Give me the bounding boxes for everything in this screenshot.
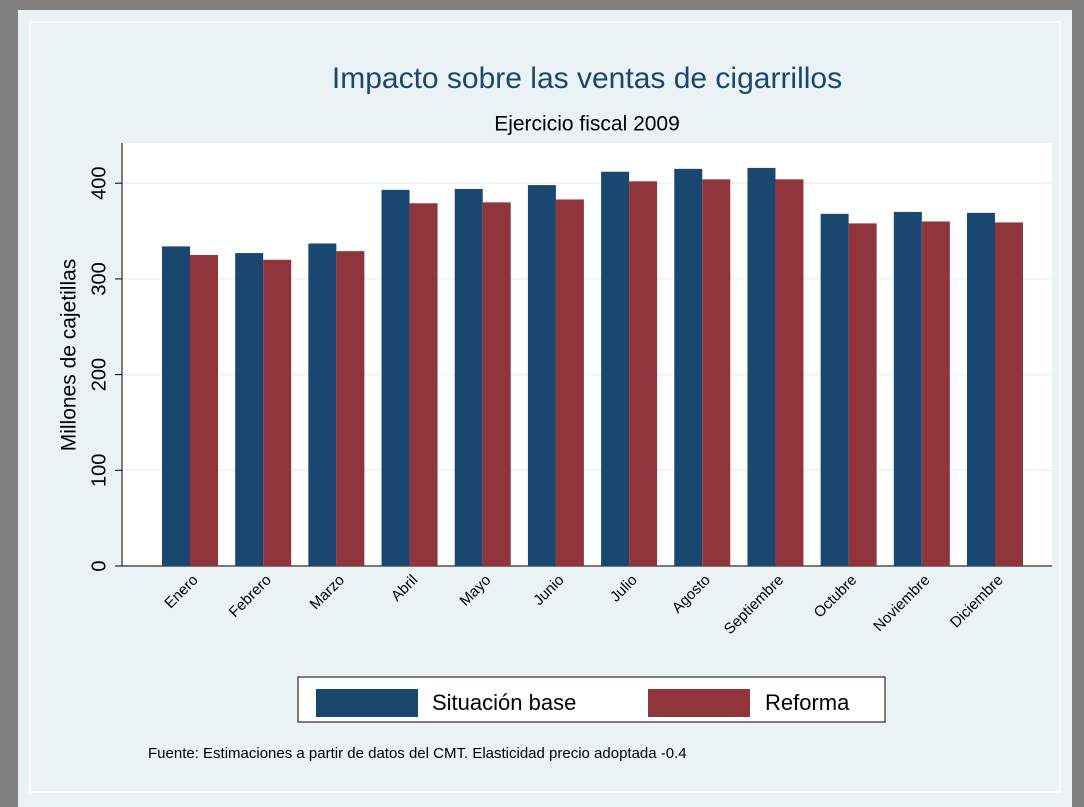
y-tick-label: 0 [88, 560, 110, 571]
chart-subtitle: Ejercicio fiscal 2009 [494, 113, 680, 136]
bar [674, 168, 703, 567]
legend-label: Situación base [432, 690, 576, 715]
bar [409, 203, 438, 566]
inner-frame [29, 21, 1061, 793]
bar [381, 189, 410, 566]
y-axis-title: Millones de cajetillas [58, 259, 81, 452]
bar [308, 243, 337, 566]
bar [601, 171, 630, 567]
chart-title: Impacto sobre las ventas de cigarrillos [332, 62, 842, 95]
bar [629, 181, 658, 566]
bar [235, 253, 264, 566]
y-tick-label: 300 [88, 262, 110, 295]
bar [555, 199, 584, 566]
bar [820, 213, 849, 566]
y-tick-label: 100 [88, 454, 110, 487]
bar [848, 223, 877, 566]
bar [921, 221, 950, 567]
legend-swatch [316, 689, 418, 717]
bar [747, 167, 776, 566]
bar [967, 212, 995, 566]
bar [454, 188, 483, 566]
bar [893, 211, 922, 567]
bar [702, 179, 731, 566]
note: Fuente: Estimaciones a partir de datos d… [148, 745, 687, 762]
bar [775, 179, 804, 566]
legend-swatch [648, 689, 750, 717]
legend-label: Reforma [765, 690, 850, 715]
bar [162, 246, 190, 566]
bar [190, 254, 218, 566]
bar [527, 185, 556, 567]
y-tick-label: 400 [88, 167, 110, 200]
bar [336, 251, 365, 567]
bar [263, 259, 292, 566]
bar [482, 202, 511, 566]
y-tick-label: 200 [88, 358, 110, 391]
bar [995, 222, 1023, 566]
